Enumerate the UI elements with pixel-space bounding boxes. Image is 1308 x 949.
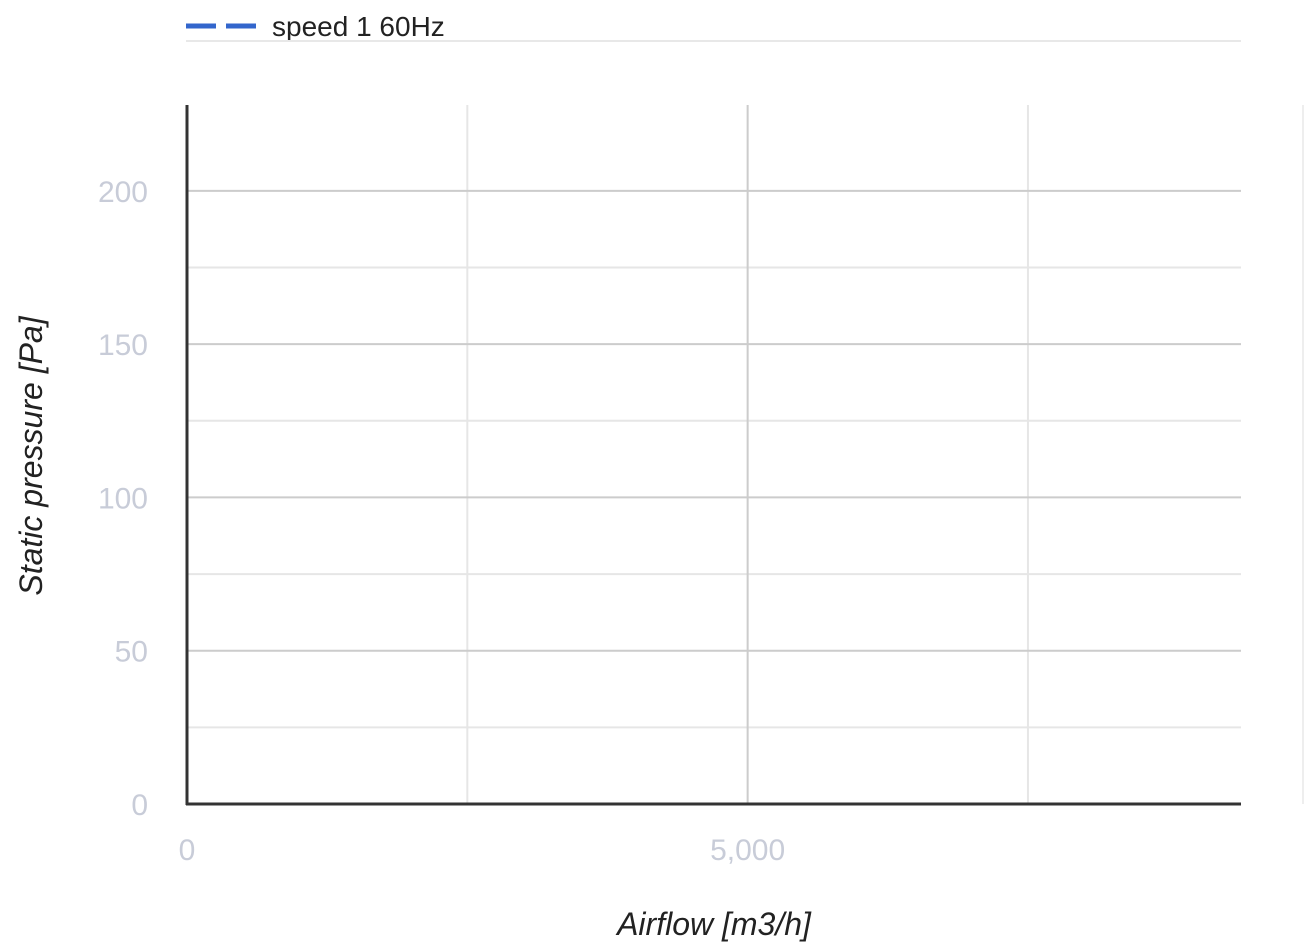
y-tick-label: 0 (131, 789, 148, 822)
y-tick-label: 200 (98, 176, 148, 209)
x-tick-label: 5,000 (710, 834, 785, 867)
y-tick-labels: 0 50 100 150 200 (98, 176, 148, 822)
axes (185, 105, 1241, 806)
x-tick-labels: 0 5,000 (179, 834, 786, 867)
y-tick-label: 100 (98, 482, 148, 515)
major-gridlines (187, 105, 1241, 804)
legend[interactable]: speed 1 60Hz (186, 11, 1241, 42)
legend-label-speed-1-60hz: speed 1 60Hz (272, 11, 445, 42)
y-tick-label: 150 (98, 329, 148, 362)
x-axis-title: Airflow [m3/h] (615, 906, 812, 942)
y-tick-label: 50 (115, 636, 148, 669)
minor-gridlines (187, 105, 1241, 804)
y-axis-title: Static pressure [Pa] (13, 315, 49, 595)
x-tick-label: 0 (179, 834, 196, 867)
